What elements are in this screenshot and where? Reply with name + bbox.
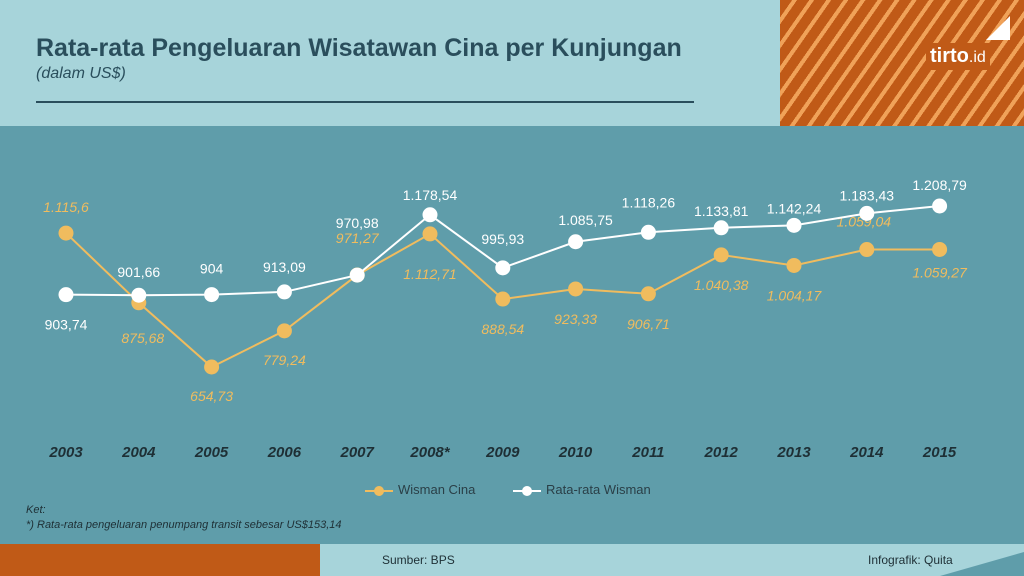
data-label: 1.059,04 [837, 214, 892, 230]
x-tick-label: 2012 [704, 444, 739, 461]
x-tick-label: 2005 [194, 444, 229, 461]
x-tick-label: 2014 [849, 444, 884, 461]
legend-label: Rata-rata Wisman [546, 482, 651, 497]
data-label: 913,09 [263, 259, 306, 275]
data-label: 1.133,81 [694, 203, 749, 219]
legend-label: Wisman Cina [398, 482, 476, 497]
data-point [349, 267, 365, 283]
x-tick-label: 2008* [409, 444, 450, 461]
data-label: 903,74 [45, 317, 88, 333]
data-label: 995,93 [481, 231, 524, 247]
data-point [568, 281, 584, 297]
data-point [495, 291, 511, 307]
legend-item-rata-rata-wisman: Rata-rata Wisman [512, 482, 651, 498]
footer-credit: Infografik: Quita [868, 553, 953, 567]
data-point [58, 287, 74, 303]
header-band [0, 0, 780, 126]
brand-logo: tirto.id [926, 43, 990, 70]
data-label: 970,98 [336, 215, 379, 231]
data-point [859, 242, 875, 258]
data-label: 779,24 [263, 352, 306, 368]
footer-triangle [940, 552, 1024, 576]
x-tick-label: 2010 [558, 444, 593, 461]
data-label: 1.142,24 [767, 200, 822, 216]
x-tick-label: 2004 [121, 444, 156, 461]
footer-band [320, 544, 1024, 576]
data-label: 971,27 [336, 230, 380, 246]
logo-notch-shape [986, 16, 1010, 40]
chart-title: Rata-rata Pengeluaran Wisatawan Cina per… [36, 34, 682, 62]
data-point [422, 226, 438, 242]
x-tick-label: 2007 [340, 444, 375, 461]
data-label: 1.059,27 [912, 264, 968, 280]
logo-main: tirto [930, 45, 969, 67]
data-label: 1.112,71 [403, 266, 456, 282]
title-rule [36, 101, 694, 103]
footer-source: Sumber: BPS [382, 553, 455, 567]
data-label: 904 [200, 261, 224, 277]
data-label: 1.115,6 [43, 199, 89, 215]
data-label: 1.183,43 [840, 187, 895, 203]
data-point [276, 323, 292, 339]
data-label: 906,71 [627, 316, 670, 332]
data-point [276, 284, 292, 300]
data-point [713, 220, 729, 236]
data-label: 901,66 [117, 264, 160, 280]
x-tick-label: 2006 [267, 444, 302, 461]
data-label: 1.208,79 [912, 177, 967, 193]
data-label: 1.118,26 [622, 194, 676, 210]
x-tick-label: 2003 [48, 444, 83, 461]
x-tick-label: 2013 [776, 444, 811, 461]
data-label: 1.040,38 [694, 277, 749, 293]
logo-suffix: .id [968, 49, 986, 66]
data-label: 1.178,54 [403, 187, 458, 203]
data-label: 1.004,17 [767, 287, 823, 303]
legend-marker [513, 485, 541, 496]
data-label: 654,73 [190, 388, 233, 404]
data-point [713, 247, 729, 263]
line-chart: 2003 2004 2005 2006 2007 2008* 2009 2010 2011 201… [43, 177, 968, 461]
data-point [495, 260, 511, 276]
series-line-1 [65, 205, 940, 297]
chart-subtitle: (dalam US$) [36, 65, 126, 82]
legend-marker [365, 485, 393, 496]
data-point [568, 234, 584, 250]
data-point [786, 217, 802, 233]
data-point [58, 225, 74, 241]
data-point [640, 224, 656, 240]
data-point [932, 198, 948, 214]
data-point [640, 286, 656, 302]
data-point [131, 287, 147, 303]
footer-accent [0, 544, 320, 576]
data-point [859, 205, 875, 221]
x-tick-label: 2011 [631, 444, 664, 461]
x-tick-label: 2015 [922, 444, 957, 461]
legend-item-wisman-cina: Wisman Cina [364, 482, 475, 498]
data-label: 923,33 [554, 311, 597, 327]
note-label: Ket: [26, 504, 46, 516]
data-point [932, 241, 948, 257]
data-point [422, 207, 438, 223]
data-label: 875,68 [121, 330, 164, 346]
note-text: *) Rata-rata pengeluaran penumpang trans… [26, 519, 342, 531]
data-point [204, 287, 220, 303]
data-point [786, 257, 802, 273]
data-label: 1.085,75 [558, 212, 613, 228]
data-point [204, 359, 220, 375]
data-label: 888,54 [481, 321, 524, 337]
x-tick-label: 2009 [485, 444, 520, 461]
